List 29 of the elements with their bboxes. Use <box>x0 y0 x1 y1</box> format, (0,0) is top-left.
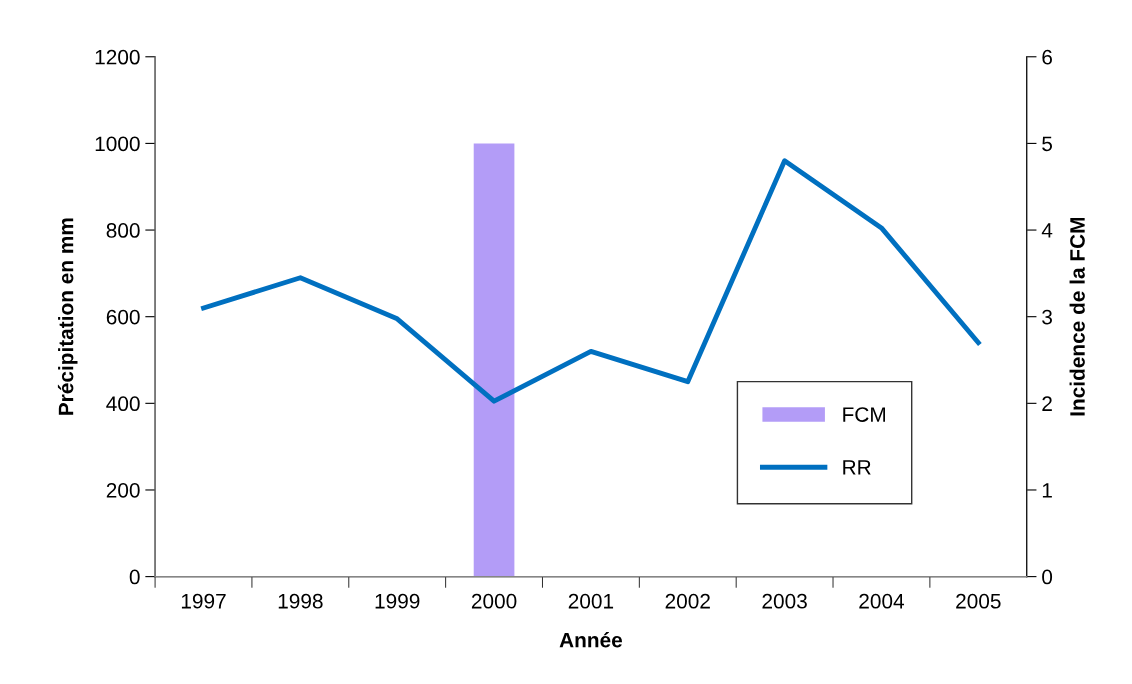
y2-tick-label: 2 <box>1042 396 1052 411</box>
y-tick-label: 0 <box>129 569 140 585</box>
y-axis-title: Précipitation en mm <box>57 218 78 415</box>
x-tick-label: 2001 <box>568 593 614 609</box>
x-tick-label: 2004 <box>859 593 905 609</box>
y-tick-label: 1000 <box>95 136 140 152</box>
y2-tick-label: 5 <box>1042 136 1053 152</box>
x-tick-label: 1999 <box>375 593 420 609</box>
x-tick-label: 1997 <box>181 593 226 609</box>
x-axis-title: Année <box>559 631 623 648</box>
legend-label: FCM <box>843 407 885 422</box>
x-tick-label: 1998 <box>278 593 323 609</box>
y2-tick-label: 3 <box>1042 309 1052 325</box>
y-tick-label: 800 <box>106 223 140 238</box>
y2-axis-title: Incidence de la FCM <box>1069 217 1085 416</box>
line-series <box>201 158 981 404</box>
y-tick-label: 400 <box>106 396 140 412</box>
legend-label: RR <box>843 460 871 475</box>
x-tick-label: 2003 <box>762 593 807 609</box>
y2-tick-label: 6 <box>1042 49 1052 65</box>
y-tick-label: 600 <box>106 309 140 325</box>
y-tick-label: 200 <box>106 482 140 498</box>
y-tick-label: 1200 <box>95 49 140 65</box>
x-tick-label: 2002 <box>665 593 710 609</box>
x-tick-label: 2005 <box>956 593 1001 609</box>
y2-tick-label: 4 <box>1041 223 1053 238</box>
y2-tick-label: 0 <box>1042 569 1053 585</box>
x-tick-label: 2000 <box>471 593 517 609</box>
y2-tick-label: 1 <box>1042 483 1052 498</box>
